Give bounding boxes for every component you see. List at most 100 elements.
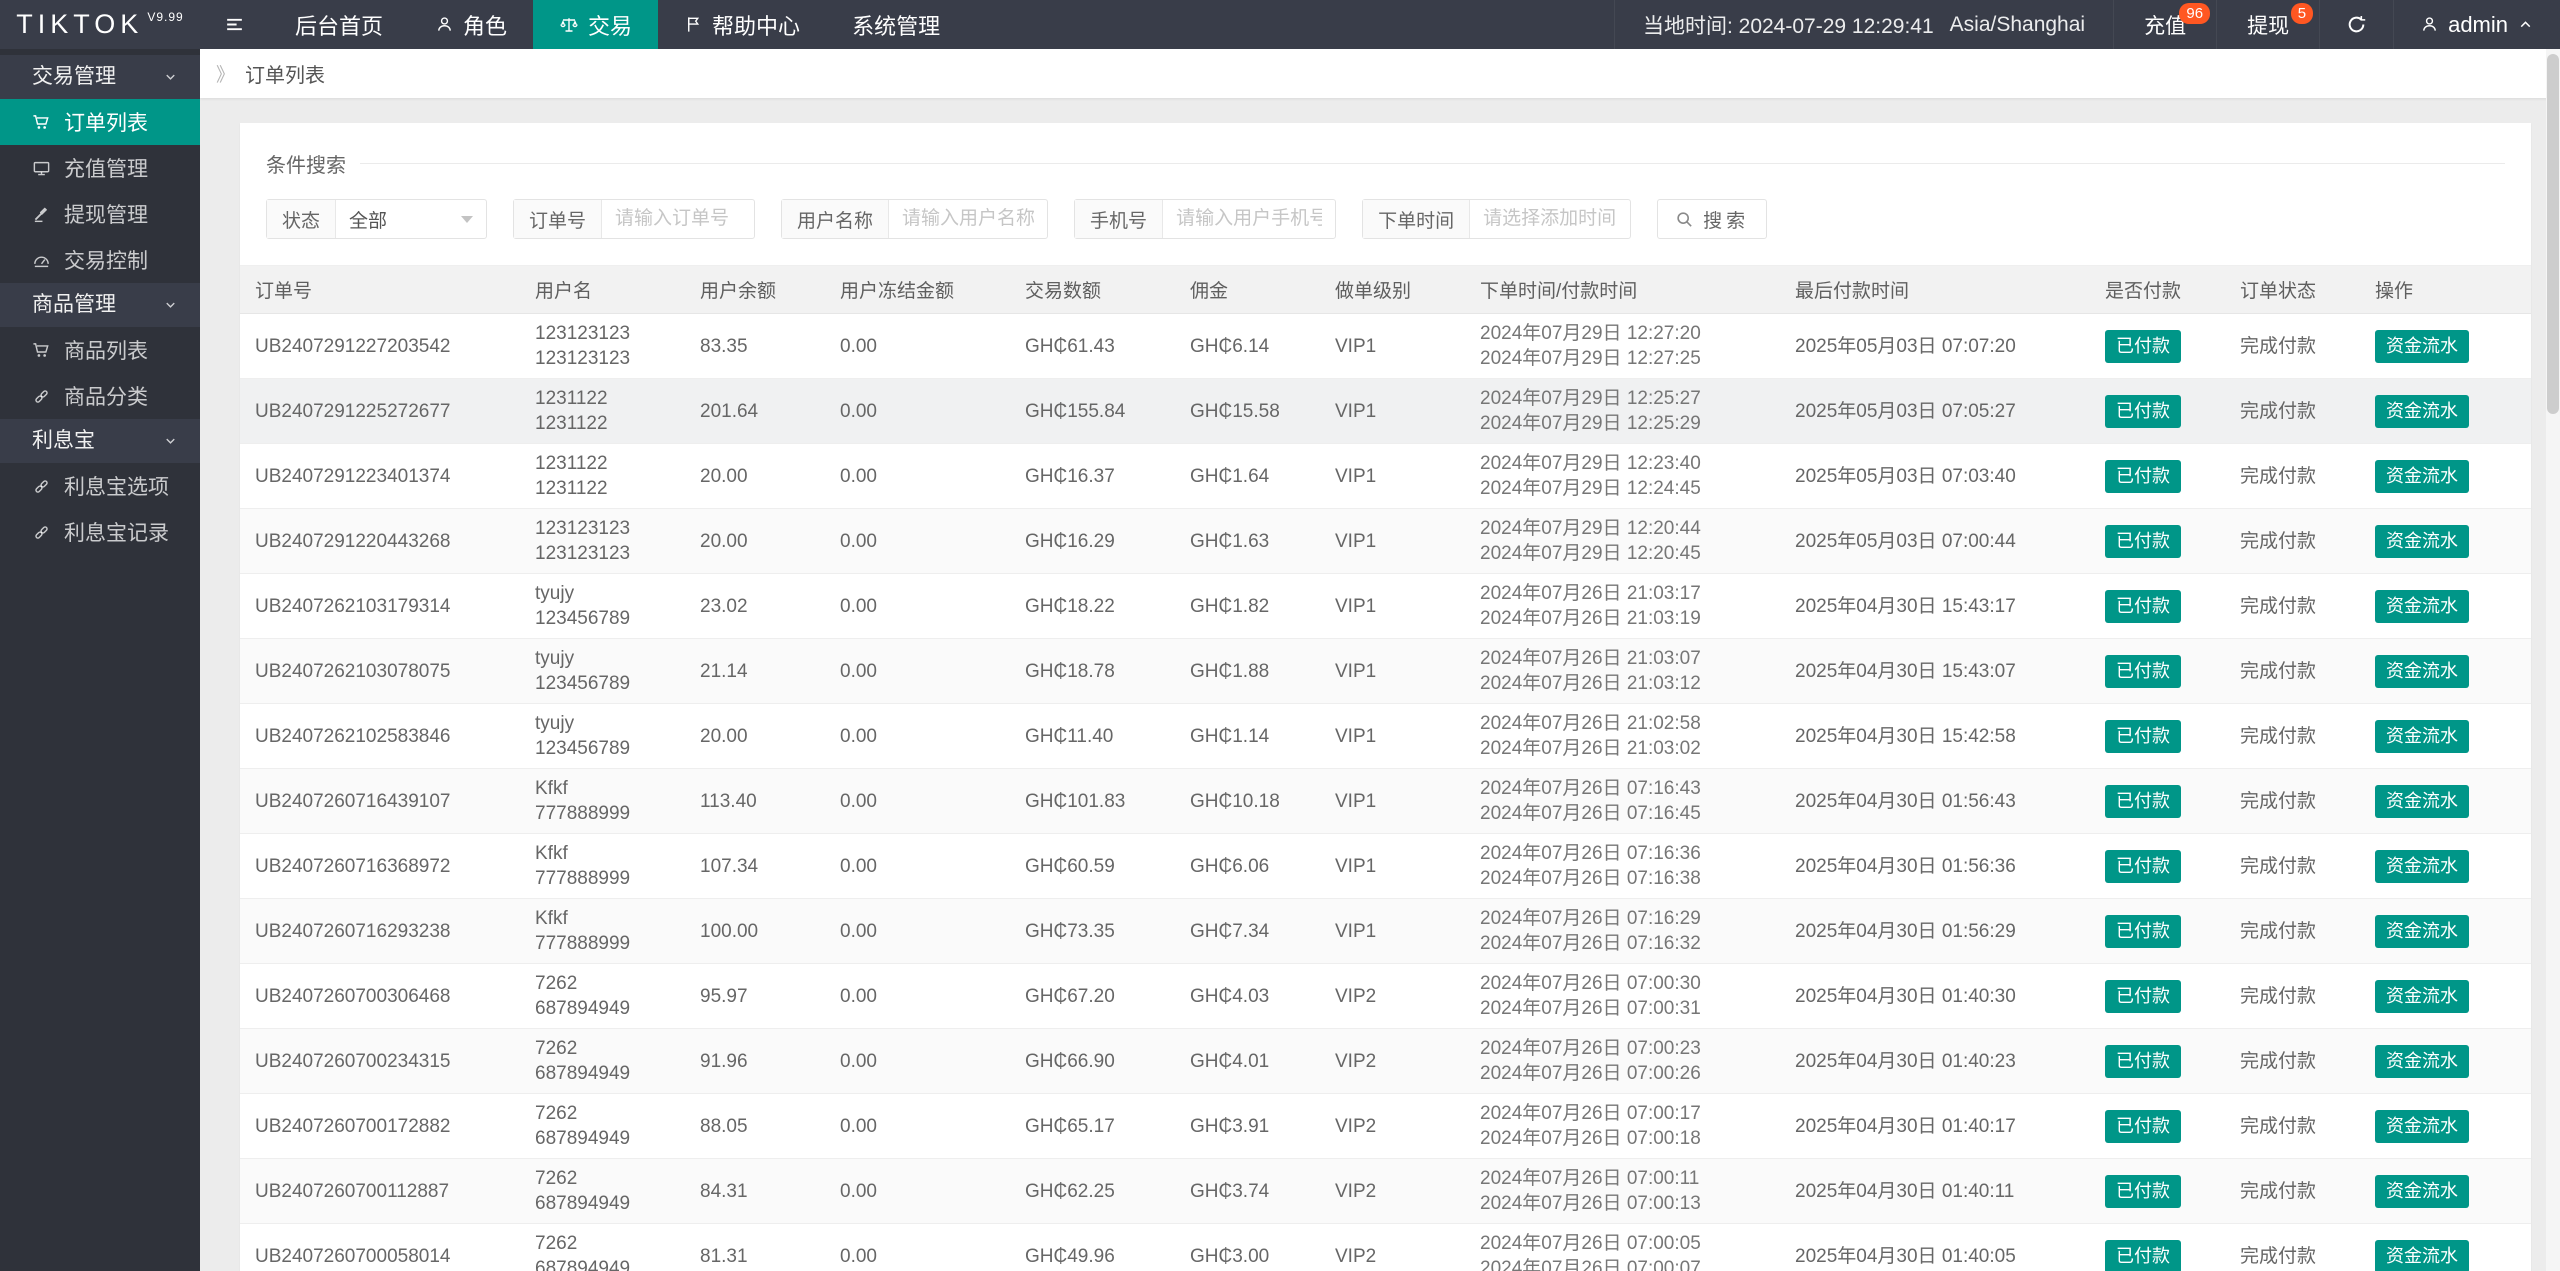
paid-badge: 已付款 — [2105, 784, 2181, 818]
nav-item-role[interactable]: 角色 — [409, 0, 533, 49]
sidebar-toggle-button[interactable] — [200, 0, 269, 49]
fund-flow-button[interactable]: 资金流水 — [2375, 329, 2469, 363]
last-pay-time-cell: 2025年04月30日 01:56:29 — [1780, 898, 2090, 964]
fund-flow-button[interactable]: 资金流水 — [2375, 459, 2469, 493]
level-cell: VIP2 — [1320, 1223, 1465, 1271]
phone-filter: 手机号 — [1074, 199, 1337, 239]
level-cell: VIP1 — [1320, 443, 1465, 509]
search-button[interactable]: 搜索 — [1657, 199, 1768, 239]
sidebar-group-0[interactable]: 交易管理 — [0, 55, 200, 99]
sidebar-item-1-0[interactable]: 商品列表 — [0, 327, 200, 373]
fund-flow-button[interactable]: 资金流水 — [2375, 849, 2469, 883]
paid-cell: 已付款 — [2090, 1223, 2225, 1271]
link-icon — [32, 477, 51, 496]
fund-flow-button[interactable]: 资金流水 — [2375, 914, 2469, 948]
search-section-title: 条件搜索 — [266, 155, 346, 177]
balance-cell: 84.31 — [685, 1158, 825, 1224]
select-caret-icon — [461, 215, 474, 223]
recharge-nav-button[interactable]: 充值 96 — [2113, 0, 2216, 49]
status-cell: 完成付款 — [2225, 378, 2360, 444]
column-header: 用户余额 — [685, 265, 825, 314]
user-menu[interactable]: admin — [2393, 0, 2560, 49]
last-pay-time-cell: 2025年04月30日 01:40:17 — [1780, 1093, 2090, 1159]
withdraw-badge: 5 — [2290, 3, 2314, 24]
username-cell: tyujy 123456789 — [520, 573, 685, 639]
order-pay-time-cell: 2024年07月26日 07:16:36 2024年07月26日 07:16:38 — [1465, 833, 1780, 899]
username-cell: tyujy 123456789 — [520, 638, 685, 704]
last-pay-time-cell: 2025年04月30日 15:42:58 — [1780, 703, 2090, 769]
sidebar-item-1-1[interactable]: 商品分类 — [0, 373, 200, 419]
last-pay-time-cell: 2025年04月30日 15:43:07 — [1780, 638, 2090, 704]
paid-badge: 已付款 — [2105, 914, 2181, 948]
balance-cell: 20.00 — [685, 508, 825, 574]
gavel-icon — [32, 205, 51, 224]
order-no-input[interactable] — [602, 200, 755, 238]
sidebar-item-2-0[interactable]: 利息宝选项 — [0, 463, 200, 509]
order-time-filter: 下单时间 — [1362, 199, 1632, 239]
nav-item-help[interactable]: 帮助中心 — [658, 0, 826, 49]
nav-item-trade[interactable]: 交易 — [533, 0, 659, 49]
fund-flow-button[interactable]: 资金流水 — [2375, 979, 2469, 1013]
caret-up-icon — [2517, 16, 2534, 33]
divider — [360, 163, 2505, 164]
fund-flow-button[interactable]: 资金流水 — [2375, 1044, 2469, 1078]
commission-cell: GH₵4.03 — [1175, 963, 1320, 1029]
sidebar-item-0-2[interactable]: 提现管理 — [0, 191, 200, 237]
status-cell: 完成付款 — [2225, 313, 2360, 379]
fund-flow-button[interactable]: 资金流水 — [2375, 719, 2469, 753]
order-no-cell: UB2407291220443268 — [240, 508, 520, 574]
order-pay-time-cell: 2024年07月29日 12:20:44 2024年07月29日 12:20:45 — [1465, 508, 1780, 574]
sidebar-group-2[interactable]: 利息宝 — [0, 419, 200, 463]
sidebar-item-0-1[interactable]: 充值管理 — [0, 145, 200, 191]
gauge-icon — [32, 251, 51, 270]
fund-flow-button[interactable]: 资金流水 — [2375, 524, 2469, 558]
column-header: 用户名 — [520, 265, 685, 314]
fund-flow-button[interactable]: 资金流水 — [2375, 654, 2469, 688]
scrollbar-thumb[interactable] — [2547, 54, 2559, 414]
fund-flow-button[interactable]: 资金流水 — [2375, 784, 2469, 818]
sidebar-item-0-3[interactable]: 交易控制 — [0, 237, 200, 283]
status-select[interactable]: 全部 — [336, 200, 486, 238]
order-pay-time-cell: 2024年07月26日 07:00:30 2024年07月26日 07:00:31 — [1465, 963, 1780, 1029]
amount-cell: GH₵101.83 — [1010, 768, 1175, 834]
chevron-down-icon — [163, 70, 178, 85]
status-cell: 完成付款 — [2225, 443, 2360, 509]
withdraw-nav-button[interactable]: 提现 5 — [2216, 0, 2319, 49]
nav-item-home[interactable]: 后台首页 — [295, 13, 384, 39]
sidebar-item-2-1[interactable]: 利息宝记录 — [0, 509, 200, 555]
amount-cell: GH₵62.25 — [1010, 1158, 1175, 1224]
refresh-button[interactable] — [2319, 0, 2393, 49]
sidebar-item-0-0[interactable]: 订单列表 — [0, 99, 200, 145]
phone-input[interactable] — [1163, 200, 1336, 238]
last-pay-time-cell: 2025年04月30日 01:40:05 — [1780, 1223, 2090, 1271]
order-no-filter: 订单号 — [513, 199, 756, 239]
level-cell: VIP1 — [1320, 378, 1465, 444]
status-cell: 完成付款 — [2225, 833, 2360, 899]
chevron-down-icon — [163, 298, 178, 313]
frozen-cell: 0.00 — [825, 703, 1010, 769]
status-cell: 完成付款 — [2225, 1223, 2360, 1271]
last-pay-time-cell: 2025年04月30日 01:40:11 — [1780, 1158, 2090, 1224]
nav-item-system[interactable]: 系统管理 — [852, 13, 941, 39]
username-cell: tyujy 123456789 — [520, 703, 685, 769]
fund-flow-button[interactable]: 资金流水 — [2375, 1239, 2469, 1271]
fund-flow-button[interactable]: 资金流水 — [2375, 1109, 2469, 1143]
fund-flow-button[interactable]: 资金流水 — [2375, 394, 2469, 428]
local-time-text: 当地时间: 2024-07-29 12:29:41 — [1642, 14, 1934, 38]
order-pay-time-cell: 2024年07月26日 07:16:43 2024年07月26日 07:16:45 — [1465, 768, 1780, 834]
user-name-input[interactable] — [889, 200, 1048, 238]
user-name-filter: 用户名称 — [781, 199, 1049, 239]
vertical-scrollbar[interactable] — [2546, 49, 2560, 1271]
fund-flow-button[interactable]: 资金流水 — [2375, 589, 2469, 623]
paid-cell: 已付款 — [2090, 508, 2225, 574]
username: admin — [2448, 11, 2508, 37]
search-icon — [1675, 210, 1694, 229]
last-pay-time-cell: 2025年04月30日 01:56:43 — [1780, 768, 2090, 834]
table-row: UB2407260700112887 7262 687894949 84.31 0.00… — [240, 1158, 2531, 1224]
fund-flow-button[interactable]: 资金流水 — [2375, 1174, 2469, 1208]
level-cell: VIP2 — [1320, 1158, 1465, 1224]
balance-cell: 20.00 — [685, 443, 825, 509]
app-version: V9.99 — [147, 9, 184, 24]
order-time-input[interactable] — [1470, 200, 1631, 238]
sidebar-group-1[interactable]: 商品管理 — [0, 283, 200, 327]
